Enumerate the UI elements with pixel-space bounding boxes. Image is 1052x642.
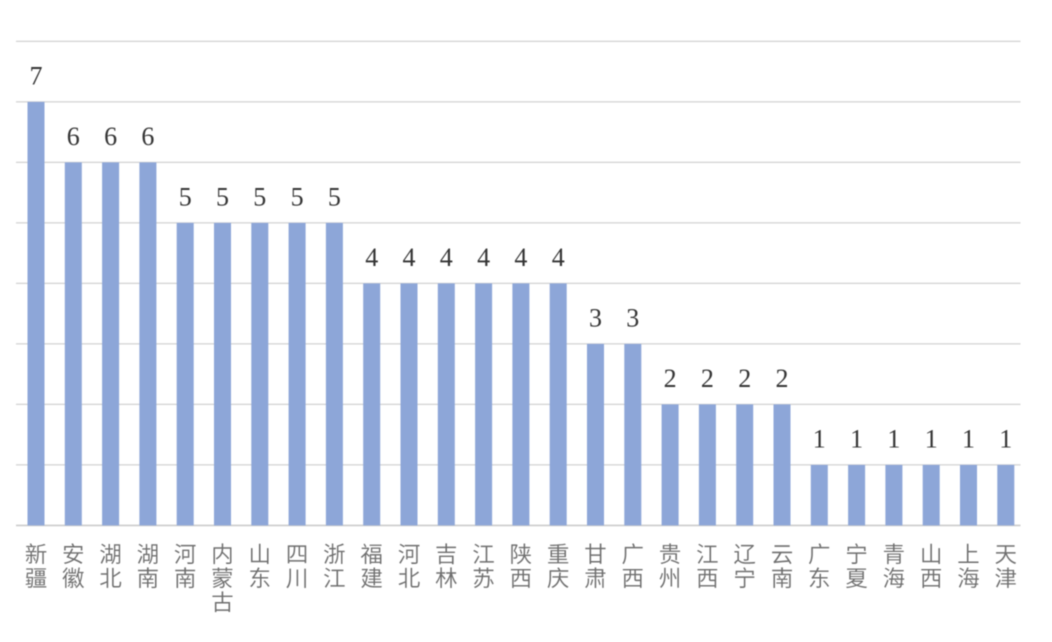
svg-text:5: 5 [291, 182, 304, 211]
svg-text:2: 2 [738, 364, 751, 393]
svg-text:4: 4 [477, 243, 490, 272]
svg-text:4: 4 [514, 243, 527, 272]
svg-text:4: 4 [552, 243, 565, 272]
svg-text:7: 7 [30, 61, 43, 90]
svg-text:1: 1 [850, 424, 863, 453]
svg-text:6: 6 [67, 122, 80, 151]
svg-text:1: 1 [962, 424, 975, 453]
svg-text:5: 5 [253, 182, 266, 211]
svg-text:4: 4 [403, 243, 416, 272]
svg-text:4: 4 [365, 243, 378, 272]
svg-text:1: 1 [925, 424, 938, 453]
svg-text:5: 5 [216, 182, 229, 211]
svg-text:5: 5 [328, 182, 341, 211]
svg-text:1: 1 [887, 424, 900, 453]
svg-text:2: 2 [664, 364, 677, 393]
svg-text:2: 2 [776, 364, 789, 393]
svg-text:4: 4 [440, 243, 453, 272]
svg-text:1: 1 [813, 424, 826, 453]
svg-text:2: 2 [701, 364, 714, 393]
svg-text:5: 5 [179, 182, 192, 211]
svg-text:3: 3 [626, 303, 639, 332]
svg-text:6: 6 [141, 122, 154, 151]
svg-text:1: 1 [999, 424, 1012, 453]
svg-text:6: 6 [104, 122, 117, 151]
svg-text:3: 3 [589, 303, 602, 332]
